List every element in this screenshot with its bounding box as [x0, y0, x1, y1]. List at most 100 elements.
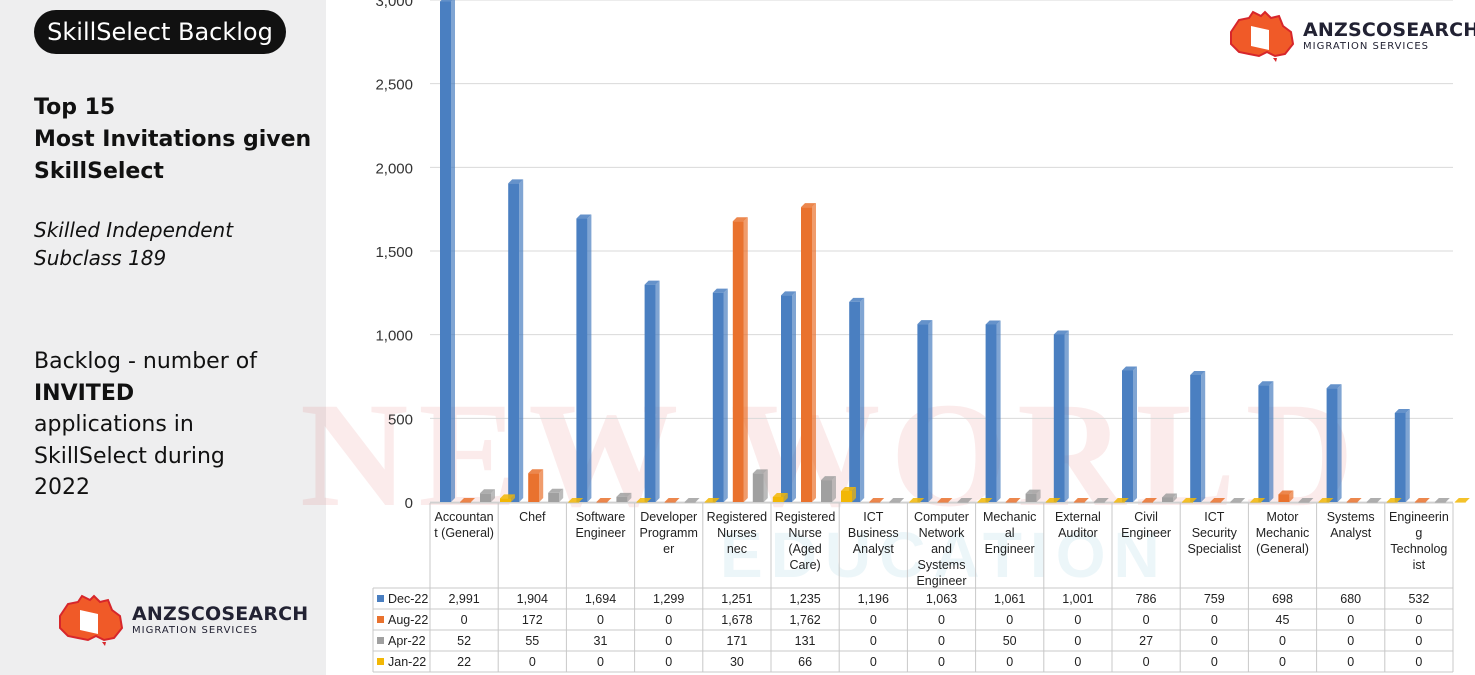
- data-cell: 1,904: [517, 592, 548, 606]
- category-label: Engineer: [985, 542, 1035, 556]
- bar-top: [1053, 330, 1069, 335]
- bar-jan-22: [1113, 498, 1129, 503]
- data-cell: 0: [870, 613, 877, 627]
- bar-side: [627, 492, 632, 502]
- data-cell: 22: [457, 655, 471, 669]
- bar-top: [1258, 381, 1274, 386]
- category-label: ICT: [863, 510, 884, 524]
- bar-side: [928, 320, 933, 502]
- category-label: Network: [919, 526, 966, 540]
- data-cell: 698: [1272, 592, 1293, 606]
- bar-side: [783, 492, 788, 502]
- data-cell: 1,762: [789, 613, 820, 627]
- bar-top: [460, 498, 475, 502]
- bar-aug-22: [1005, 498, 1021, 503]
- bar-dec-22: [849, 297, 865, 502]
- data-cell: 30: [730, 655, 744, 669]
- bar-front: [568, 502, 580, 503]
- bar-side: [1269, 381, 1274, 502]
- bar-front: [616, 496, 628, 502]
- bar-top: [1298, 498, 1314, 502]
- bar-front: [480, 493, 491, 502]
- bar-front: [704, 502, 716, 503]
- bar-top: [528, 469, 544, 474]
- bar-apr-22: [616, 492, 632, 502]
- subclass-line: Skilled Independent: [34, 218, 234, 242]
- bar-front: [1122, 370, 1133, 502]
- bar-side: [1289, 490, 1294, 502]
- category-label: Specialist: [1188, 542, 1242, 556]
- bar-top: [1182, 498, 1197, 502]
- heading-line: Most Invitations given: [34, 127, 312, 152]
- legend-label: Jan-22: [388, 655, 426, 669]
- bar-top: [1045, 498, 1061, 502]
- bar-jan-22: [772, 492, 788, 502]
- bar-top: [1073, 498, 1089, 502]
- bar-front: [1386, 502, 1398, 503]
- bar-front: [548, 492, 560, 502]
- backlog-emphasis: INVITED: [34, 380, 135, 406]
- bar-dec-22: [440, 0, 455, 502]
- bar-front: [712, 292, 724, 502]
- category-label: Engineer: [916, 574, 966, 588]
- bar-aug-22: [1142, 498, 1157, 503]
- category-label: Nurses: [717, 526, 757, 540]
- bar-top: [1025, 489, 1041, 494]
- data-cell: 0: [1143, 613, 1150, 627]
- bar-dec-22: [1326, 384, 1342, 502]
- data-cell: 759: [1204, 592, 1225, 606]
- bar-front: [1093, 502, 1105, 503]
- bar-front: [636, 502, 648, 503]
- bar-top: [1190, 370, 1206, 375]
- bar-top: [548, 488, 564, 493]
- bar-front: [957, 502, 969, 503]
- legend-swatch: [377, 658, 384, 665]
- bar-top: [1278, 490, 1294, 495]
- bar-top: [508, 179, 524, 184]
- data-cell: 52: [457, 634, 471, 648]
- bar-apr-22: [684, 498, 700, 503]
- bar-front: [528, 473, 540, 502]
- data-cell: 0: [870, 655, 877, 669]
- bar-top: [1326, 384, 1342, 389]
- bar-top: [772, 492, 788, 497]
- bar-front: [1414, 502, 1426, 503]
- bar-front: [1182, 502, 1193, 503]
- bar-side: [1036, 489, 1041, 502]
- bar-aug-22: [1414, 498, 1430, 503]
- category-label: Analyst: [853, 542, 895, 556]
- bar-top: [849, 297, 865, 302]
- data-cell: 1,063: [926, 592, 957, 606]
- data-cell: 786: [1136, 592, 1157, 606]
- data-cell: 0: [529, 655, 536, 669]
- category-label: al: [1005, 526, 1015, 540]
- bar-aug-22: [1210, 498, 1226, 503]
- bar-top: [644, 280, 660, 285]
- bar-dec-22: [781, 291, 796, 502]
- bar-jan-22: [704, 498, 720, 503]
- backlog-line: applications in: [34, 412, 194, 437]
- visa-subclass: Skilled Independent Subclass 189: [34, 216, 294, 272]
- y-tick-label: 1,000: [375, 328, 413, 345]
- y-tick-label: 500: [388, 411, 413, 428]
- bar-aug-22: [801, 203, 816, 502]
- bar-front: [684, 502, 696, 503]
- bar-front: [937, 502, 949, 503]
- bar-front: [1346, 502, 1358, 503]
- bar-top: [712, 288, 728, 293]
- backlog-line: Backlog - number of: [34, 349, 257, 374]
- bar-front: [1318, 502, 1330, 503]
- bar-front: [889, 502, 901, 503]
- bar-jan-22: [1182, 498, 1197, 503]
- bar-front: [644, 284, 656, 502]
- bar-apr-22: [821, 476, 836, 502]
- bar-dec-22: [985, 320, 1001, 502]
- data-cell: 171: [726, 634, 747, 648]
- bar-side: [792, 291, 796, 502]
- bar-front: [1298, 502, 1310, 503]
- legend-label: Aug-22: [388, 613, 428, 627]
- bar-side: [451, 0, 455, 502]
- heading-line: SkillSelect: [34, 159, 164, 184]
- bar-front: [1025, 493, 1037, 502]
- bar-front: [1326, 388, 1338, 502]
